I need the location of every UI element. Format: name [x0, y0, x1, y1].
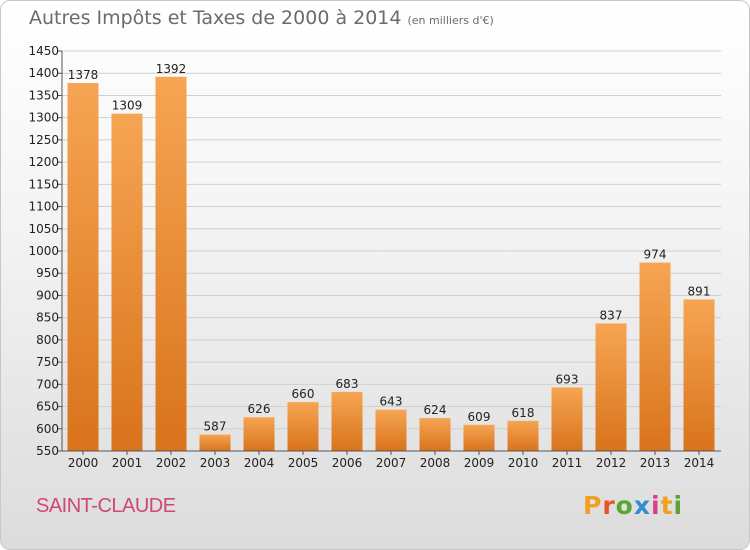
data-label: 643	[380, 395, 403, 409]
logo-letter: o	[615, 491, 634, 520]
x-tick-label: 2012	[596, 456, 627, 470]
chart-title-text: Autres Impôts et Taxes de 2000 à 2014	[29, 7, 402, 29]
chart-unit: (en milliers d'€)	[407, 14, 494, 27]
x-tick-label: 2003	[200, 456, 231, 470]
y-tick-label: 1300	[28, 111, 59, 125]
bar	[331, 391, 363, 451]
bar	[111, 113, 143, 452]
city-name: SAINT-CLAUDE	[36, 495, 176, 517]
bar	[155, 76, 187, 452]
data-label: 1309	[112, 99, 143, 113]
y-tick-label: 950	[36, 266, 59, 280]
data-label: 618	[512, 406, 535, 420]
y-tick-label: 700	[36, 377, 59, 391]
logo-letter: x	[633, 491, 651, 520]
logo-letter: i	[651, 491, 661, 520]
y-tick-label: 1400	[28, 66, 59, 80]
x-tick-label: 2002	[156, 456, 187, 470]
x-tick-label: 2005	[288, 456, 319, 470]
data-label: 609	[468, 410, 491, 424]
logo-letter: i	[673, 491, 684, 520]
x-tick-label: 2009	[464, 456, 495, 470]
y-tick-label: 900	[36, 288, 59, 302]
y-tick-label: 1350	[28, 88, 59, 102]
logo-letter: r	[602, 491, 616, 520]
bar	[463, 424, 495, 451]
y-tick-label: 550	[36, 444, 59, 458]
x-tick-label: 2008	[420, 456, 451, 470]
data-label: 587	[204, 420, 227, 434]
data-label: 891	[688, 284, 711, 298]
data-label: 626	[248, 402, 271, 416]
bar	[595, 323, 627, 451]
bar	[375, 409, 407, 451]
bar	[639, 262, 671, 451]
y-tick-label: 1200	[28, 155, 59, 169]
y-tick-label: 1150	[28, 177, 59, 191]
bar	[507, 420, 539, 451]
x-tick-label: 2006	[332, 456, 363, 470]
bar	[287, 402, 319, 451]
data-label: 974	[644, 248, 667, 262]
logo-letter: t	[660, 491, 674, 520]
proxiti-logo[interactable]: Proxiti	[583, 491, 683, 520]
chart-title: Autres Impôts et Taxes de 2000 à 2014 (en…	[29, 7, 494, 29]
x-tick-label: 2001	[112, 456, 143, 470]
y-tick-label: 600	[36, 422, 59, 436]
bar	[683, 299, 715, 451]
y-tick-label: 1000	[28, 244, 59, 258]
bar	[67, 83, 99, 451]
bar	[199, 434, 231, 451]
x-tick-label: 2010	[508, 456, 539, 470]
data-label: 660	[292, 387, 315, 401]
y-tick-label: 850	[36, 311, 59, 325]
data-label: 693	[556, 372, 579, 386]
y-tick-label: 1050	[28, 222, 59, 236]
bar	[551, 387, 583, 451]
x-tick-label: 2013	[640, 456, 671, 470]
data-label: 1378	[68, 68, 99, 82]
y-tick-label: 1100	[28, 200, 59, 214]
x-tick-label: 2004	[244, 456, 275, 470]
y-tick-label: 650	[36, 400, 59, 414]
x-tick-label: 2011	[552, 456, 583, 470]
data-label: 1392	[156, 62, 187, 76]
bar	[243, 417, 275, 451]
bar	[419, 418, 451, 451]
y-tick-label: 800	[36, 333, 59, 347]
x-tick-label: 2014	[684, 456, 715, 470]
x-tick-label: 2000	[68, 456, 99, 470]
data-label: 624	[424, 403, 447, 417]
y-tick-label: 750	[36, 355, 59, 369]
data-label: 683	[336, 377, 359, 391]
y-tick-label: 1450	[28, 44, 59, 58]
y-tick-label: 1250	[28, 133, 59, 147]
x-tick-label: 2007	[376, 456, 407, 470]
logo-letter: P	[583, 491, 603, 520]
data-label: 837	[600, 308, 623, 322]
